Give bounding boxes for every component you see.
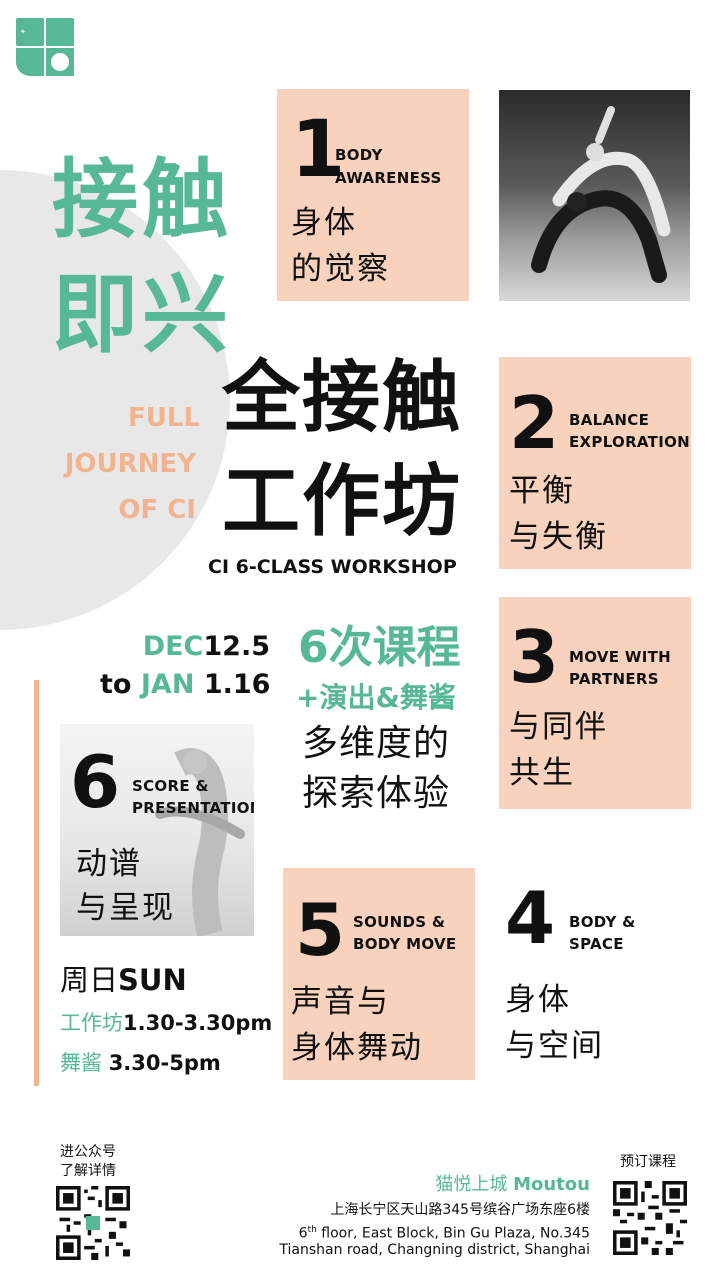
venue-cn: 猫悦上城 bbox=[435, 1174, 508, 1195]
right-qr-label: 预订课程 bbox=[620, 1154, 676, 1170]
title-en-line2: JOURNEY bbox=[64, 449, 196, 479]
accent-bar bbox=[34, 680, 39, 1086]
address-floor-num: 6 bbox=[298, 1225, 308, 1242]
module-number: 4 bbox=[505, 876, 556, 960]
title-en-line3: OF CI bbox=[118, 495, 196, 525]
workshop-title-line1: 全接触 bbox=[222, 353, 463, 443]
photo-duo-balance bbox=[499, 90, 690, 301]
module-en-label: SPACE bbox=[569, 935, 624, 953]
to-word: to bbox=[100, 669, 132, 700]
day-cn: 周日 bbox=[60, 963, 119, 997]
svg-text:✦: ✦ bbox=[20, 28, 26, 36]
end-month: JAN bbox=[140, 669, 195, 700]
courses-line2: +演出&舞酱 bbox=[296, 681, 456, 714]
courses-line3: 多维度的 bbox=[302, 723, 451, 764]
module-card-6: 6 SCORE & PRESENTATION 动谱 与呈现 bbox=[60, 724, 254, 936]
module-cn-label: 与同伴 bbox=[509, 709, 608, 745]
module-cn-label: 平衡 bbox=[509, 473, 575, 509]
module-en-label: BODY bbox=[335, 146, 383, 164]
module-cn-label: 身体 bbox=[505, 982, 571, 1018]
left-qr-label-line2: 了解详情 bbox=[60, 1163, 116, 1179]
courses-line1: 6次课程 bbox=[298, 622, 461, 673]
module-cn-label: 与失衡 bbox=[509, 519, 608, 555]
workshop-label: 工作坊 bbox=[60, 1011, 123, 1035]
brand-logo-icon: ✦ bbox=[16, 18, 74, 76]
module-card-5: 5 SOUNDS & BODY MOVE 声音与 身体舞动 bbox=[283, 868, 475, 1080]
module-en-label: EXPLORATION bbox=[569, 433, 690, 451]
module-en-label: AWARENESS bbox=[335, 169, 442, 187]
day-en: SUN bbox=[118, 963, 187, 997]
venue-name: 猫悦上城 Moutou bbox=[300, 1172, 590, 1198]
module-cn-label: 的觉察 bbox=[291, 251, 390, 287]
module-number: 2 bbox=[509, 381, 560, 465]
module-number: 6 bbox=[70, 740, 121, 824]
title-cn-line2: 即兴 bbox=[52, 265, 232, 365]
module-en-label: MOVE WITH bbox=[569, 648, 671, 666]
dancer-photo bbox=[155, 748, 245, 936]
module-cn-label: 与空间 bbox=[505, 1028, 604, 1064]
module-card-1: 1 BODY AWARENESS 身体 的觉察 bbox=[277, 89, 469, 301]
venue-en: Moutou bbox=[513, 1174, 590, 1195]
jam-label: 舞酱 bbox=[60, 1051, 102, 1075]
jam-time: 3.30-5pm bbox=[108, 1051, 221, 1075]
workshop-title-line2: 工作坊 bbox=[222, 457, 463, 547]
workshop-time: 1.30-3.30pm bbox=[123, 1011, 273, 1035]
date-range: DEC12.5 to JAN 1.16 bbox=[100, 628, 270, 704]
workshop-title-en: CI 6-CLASS WORKSHOP bbox=[208, 556, 457, 578]
module-cn-label: 与呈现 bbox=[76, 890, 175, 926]
address-floor-sup: th bbox=[307, 1225, 317, 1235]
module-number: 5 bbox=[295, 888, 346, 972]
title-en-line1: FULL bbox=[128, 403, 201, 433]
module-cn-label: 身体 bbox=[291, 205, 357, 241]
module-en-label: SCORE & bbox=[132, 777, 209, 795]
module-number: 3 bbox=[509, 615, 560, 699]
module-cn-label: 共生 bbox=[509, 755, 575, 791]
address-en-line2: Tianshan road, Changning district, Shang… bbox=[279, 1242, 590, 1258]
end-day: 1.16 bbox=[203, 669, 271, 700]
start-day: 12.5 bbox=[203, 631, 270, 662]
schedule-day: 周日SUN bbox=[60, 960, 187, 1000]
start-month: DEC bbox=[142, 631, 204, 662]
module-en-label: SOUNDS & bbox=[353, 913, 446, 931]
module-en-label: BODY MOVE bbox=[353, 935, 457, 953]
module-en-label: BODY & bbox=[569, 913, 636, 931]
address-cn: 上海长宁区天山路345号缤谷广场东座6楼 bbox=[330, 1202, 590, 1218]
schedule-workshop: 工作坊1.30-3.30pm bbox=[60, 1008, 272, 1038]
qr-code-booking-icon[interactable] bbox=[613, 1181, 687, 1255]
module-cn-label: 动谱 bbox=[76, 846, 142, 882]
module-en-label: BALANCE bbox=[569, 411, 650, 429]
module-card-2: 2 BALANCE EXPLORATION 平衡 与失衡 bbox=[499, 357, 691, 569]
courses-line4: 探索体验 bbox=[302, 773, 451, 814]
module-number: 1 bbox=[291, 105, 346, 195]
module-cn-label: 声音与 bbox=[291, 984, 390, 1020]
address-en-line1: 6th floor, East Block, Bin Gu Plaza, No.… bbox=[200, 1220, 590, 1244]
title-cn-line1: 接触 bbox=[52, 150, 232, 250]
left-qr-label-line1: 进公众号 bbox=[60, 1144, 116, 1160]
module-en-label: PRESENTATION bbox=[132, 799, 254, 817]
module-card-3: 3 MOVE WITH PARTNERS 与同伴 共生 bbox=[499, 597, 691, 809]
address-floor-rest: floor, East Block, Bin Gu Plaza, No.345 bbox=[316, 1225, 590, 1242]
module-en-label: PARTNERS bbox=[569, 670, 659, 688]
module-card-4: 4 BODY & SPACE 身体 与空间 bbox=[499, 870, 691, 1082]
left-qr-label: 进公众号 了解详情 bbox=[60, 1143, 116, 1181]
schedule-jam: 舞酱 3.30-5pm bbox=[60, 1048, 221, 1078]
qr-code-wechat-icon[interactable] bbox=[56, 1186, 130, 1260]
module-cn-label: 身体舞动 bbox=[291, 1030, 423, 1066]
